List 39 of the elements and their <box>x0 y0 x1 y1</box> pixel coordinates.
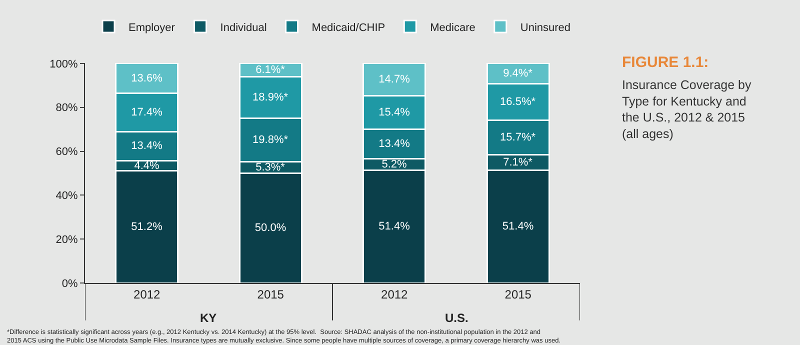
x-tick-label: 2015 <box>257 287 284 302</box>
data-label: 18.9%* <box>252 91 289 104</box>
data-label: 5.3%* <box>256 161 286 174</box>
data-label: 14.7% <box>378 73 410 86</box>
y-tick-label: 60% <box>56 146 78 158</box>
x-tick-label: 2012 <box>381 287 408 302</box>
y-tick-label: 40% <box>56 190 78 202</box>
text: KY <box>200 311 217 325</box>
data-label: 51.4% <box>502 220 534 233</box>
text: Insurance Coverage by Type for Kentucky and the U.S., 2012 & 2015 (all ages) <box>622 78 752 141</box>
legend-label: Uninsured <box>520 22 571 34</box>
y-tick-label: 20% <box>56 234 78 246</box>
text: U.S. <box>445 311 468 325</box>
data-label: 51.4% <box>378 220 410 233</box>
data-label: 9.4%* <box>503 68 534 80</box>
legend-label: Medicare <box>430 22 476 34</box>
text: FIGURE 1.1: <box>622 54 709 71</box>
legend-label: Individual <box>220 22 267 34</box>
data-label: 16.5%* <box>500 96 536 108</box>
data-label: 13.6% <box>131 72 163 84</box>
data-label: 6.1%* <box>256 64 286 76</box>
data-label: 5.2% <box>382 158 408 170</box>
data-label: 7.1%* <box>503 156 534 168</box>
legend-label: Medicaid/CHIP <box>312 22 386 34</box>
data-label: 4.4% <box>134 160 160 172</box>
data-label: 17.4% <box>131 106 163 118</box>
data-label: 50.0% <box>254 222 286 234</box>
y-tick-label: 0% <box>62 278 78 290</box>
data-label: 19.8%* <box>252 134 289 146</box>
y-tick-label: 80% <box>56 102 78 114</box>
data-label: 15.4% <box>378 106 410 118</box>
y-tick-label: 100% <box>50 58 78 70</box>
legend-label: Employer <box>128 22 176 34</box>
data-label: 13.4% <box>378 138 410 150</box>
x-tick-label: 2015 <box>504 287 532 302</box>
data-label: 15.7%* <box>500 131 536 144</box>
data-label: 51.2% <box>131 220 163 233</box>
data-label: 13.4% <box>131 140 163 152</box>
x-tick-label: 2012 <box>134 287 161 302</box>
